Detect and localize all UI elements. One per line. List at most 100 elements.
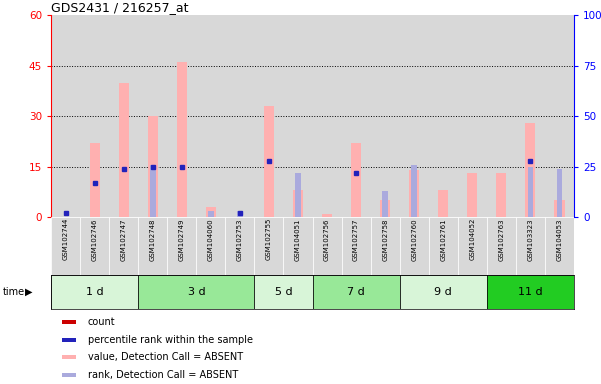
Bar [148, 116, 158, 217]
Bar [545, 15, 574, 217]
Bar [313, 15, 341, 217]
Bar [380, 200, 390, 217]
Bar [118, 83, 129, 217]
Bar [197, 217, 225, 275]
Text: GSM102748: GSM102748 [150, 218, 156, 261]
Bar [554, 200, 564, 217]
Bar [51, 217, 80, 275]
Bar [284, 15, 313, 217]
Bar [237, 211, 243, 217]
Bar [458, 15, 487, 217]
Bar [341, 15, 371, 217]
Bar [109, 217, 138, 275]
Bar [90, 143, 100, 217]
Text: time: time [3, 287, 25, 297]
Bar [167, 217, 197, 275]
Text: GSM102746: GSM102746 [92, 218, 97, 261]
Bar [177, 63, 187, 217]
Text: GSM104051: GSM104051 [295, 218, 301, 261]
Text: 7 d: 7 d [347, 287, 365, 297]
Text: rank, Detection Call = ABSENT: rank, Detection Call = ABSENT [88, 370, 238, 380]
Bar [382, 191, 388, 217]
Text: GDS2431 / 216257_at: GDS2431 / 216257_at [51, 1, 189, 14]
Bar [371, 15, 400, 217]
Bar [138, 217, 167, 275]
Bar [206, 207, 216, 217]
Text: ▶: ▶ [25, 287, 32, 297]
Text: 11 d: 11 d [518, 287, 543, 297]
Text: GSM102756: GSM102756 [324, 218, 330, 261]
Bar [487, 217, 516, 275]
Text: GSM102747: GSM102747 [121, 218, 127, 261]
Bar [61, 338, 76, 341]
Text: GSM102744: GSM102744 [63, 218, 69, 260]
Bar [487, 15, 516, 217]
Bar [313, 217, 341, 275]
Text: GSM102749: GSM102749 [179, 218, 185, 261]
Text: GSM104053: GSM104053 [557, 218, 563, 261]
Bar [528, 167, 533, 217]
Bar [197, 15, 225, 217]
Bar [516, 15, 545, 217]
Bar [150, 165, 156, 217]
Bar [371, 217, 400, 275]
Bar [351, 143, 361, 217]
Bar [429, 217, 458, 275]
Bar [400, 275, 487, 309]
Bar [254, 217, 284, 275]
Bar [254, 15, 284, 217]
Bar [458, 217, 487, 275]
Text: percentile rank within the sample: percentile rank within the sample [88, 334, 252, 344]
Text: 9 d: 9 d [435, 287, 452, 297]
Bar [400, 15, 429, 217]
Bar [557, 169, 562, 217]
Bar [313, 275, 400, 309]
Bar [467, 173, 477, 217]
Bar [525, 123, 535, 217]
Bar [61, 320, 76, 324]
Bar [138, 15, 167, 217]
Bar [487, 275, 574, 309]
Bar [225, 15, 254, 217]
Text: GSM104060: GSM104060 [208, 218, 214, 261]
Text: GSM103323: GSM103323 [528, 218, 533, 261]
Bar [322, 214, 332, 217]
Text: GSM102760: GSM102760 [411, 218, 417, 261]
Bar [167, 15, 197, 217]
Bar [295, 173, 300, 217]
Text: GSM102758: GSM102758 [382, 218, 388, 261]
Bar [400, 217, 429, 275]
Bar [80, 15, 109, 217]
Bar [412, 165, 417, 217]
Bar [109, 15, 138, 217]
Bar [496, 173, 507, 217]
Text: count: count [88, 317, 115, 327]
Bar [284, 217, 313, 275]
Bar [429, 15, 458, 217]
Bar [341, 217, 371, 275]
Text: value, Detection Call = ABSENT: value, Detection Call = ABSENT [88, 353, 243, 362]
Bar [225, 217, 254, 275]
Bar [293, 190, 303, 217]
Bar [51, 275, 138, 309]
Text: GSM102757: GSM102757 [353, 218, 359, 261]
Bar [438, 190, 448, 217]
Bar [409, 170, 419, 217]
Text: GSM102753: GSM102753 [237, 218, 243, 261]
Bar [61, 356, 76, 359]
Text: GSM102755: GSM102755 [266, 218, 272, 260]
Bar [208, 211, 213, 217]
Bar [516, 217, 545, 275]
Text: GSM102761: GSM102761 [441, 218, 446, 261]
Bar [61, 373, 76, 377]
Bar [51, 15, 80, 217]
Text: 1 d: 1 d [86, 287, 103, 297]
Bar [254, 275, 313, 309]
Text: GSM104052: GSM104052 [469, 218, 475, 260]
Bar [545, 217, 574, 275]
Bar [138, 275, 254, 309]
Text: 3 d: 3 d [188, 287, 205, 297]
Bar [264, 106, 274, 217]
Text: 5 d: 5 d [275, 287, 292, 297]
Bar [80, 217, 109, 275]
